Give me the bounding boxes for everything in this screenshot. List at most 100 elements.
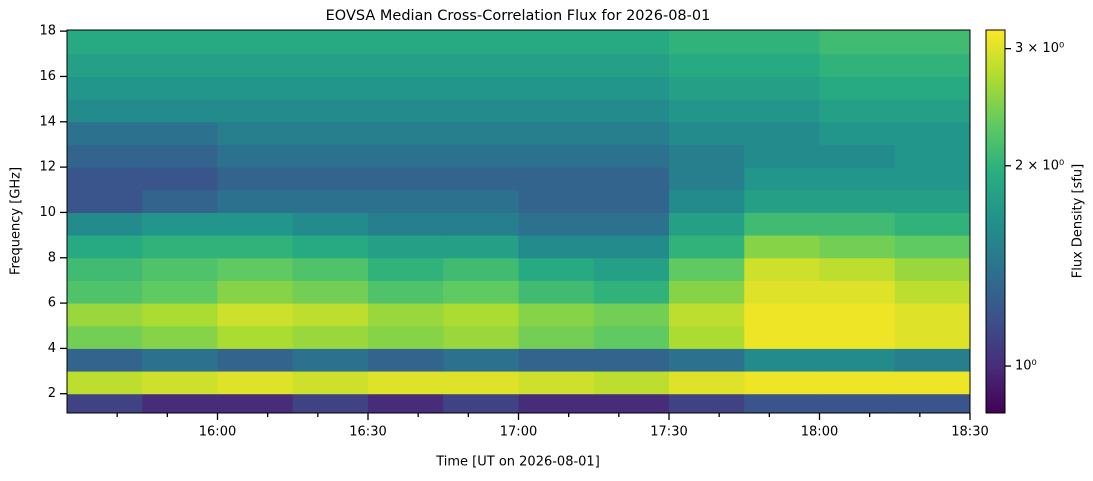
heatmap-cell (368, 167, 444, 191)
heatmap-cell (217, 30, 294, 55)
heatmap-cell (669, 76, 745, 100)
heatmap-cell (894, 144, 971, 168)
heatmap-cell (292, 53, 369, 77)
heatmap-cell (744, 76, 820, 100)
heatmap-cell (217, 235, 294, 259)
heatmap-cell (67, 257, 143, 281)
heatmap-cell (518, 30, 595, 55)
colorbar (985, 29, 1006, 414)
heatmap-cell (669, 53, 745, 77)
heatmap-cell (443, 99, 519, 123)
heatmap-cell (142, 235, 218, 259)
heatmap-cell (593, 257, 670, 281)
heatmap-cell (819, 53, 896, 77)
heatmap-cell (368, 325, 444, 349)
heatmap-cell (292, 167, 369, 191)
heatmap-cell (669, 99, 745, 123)
heatmap-cell (744, 30, 820, 55)
y-tick-label: 12 (39, 160, 56, 175)
heatmap-cell (894, 348, 971, 372)
heatmap-cell (368, 121, 444, 145)
heatmap-cell (142, 121, 218, 145)
heatmap-cell (142, 371, 218, 395)
heatmap-cell (443, 235, 519, 259)
heatmap-cell (368, 280, 444, 304)
heatmap-cell (744, 189, 820, 213)
heatmap-cell (894, 325, 971, 349)
heatmap-cell (819, 348, 896, 372)
heatmap-cell (292, 280, 369, 304)
heatmap-cell (819, 99, 896, 123)
heatmap-cell (819, 167, 896, 191)
heatmap-cell (518, 76, 595, 100)
heatmap-cell (368, 189, 444, 213)
heatmap-cell (217, 121, 294, 145)
heatmap-cell (593, 348, 670, 372)
heatmap-cell (217, 348, 294, 372)
heatmap-cell (669, 235, 745, 259)
colorbar-label: Flux Density [sfu] (1071, 164, 1086, 278)
heatmap-cell (593, 303, 670, 327)
heatmap-cell (217, 53, 294, 77)
heatmap-cell (894, 212, 971, 236)
heatmap-cell (368, 348, 444, 372)
heatmap-cell (669, 280, 745, 304)
heatmap-cell (518, 303, 595, 327)
heatmap-cell (443, 189, 519, 213)
heatmap-cell (819, 257, 896, 281)
heatmap-cell (819, 280, 896, 304)
heatmap-cell (292, 235, 369, 259)
heatmap-cell (894, 257, 971, 281)
heatmap-cell (518, 280, 595, 304)
heatmap-cell (593, 371, 670, 395)
heatmap-cell (518, 167, 595, 191)
heatmap-cell (443, 144, 519, 168)
heatmap-cell (819, 393, 896, 414)
heatmap-cell (142, 99, 218, 123)
heatmap-cell (443, 167, 519, 191)
heatmap-cell (142, 212, 218, 236)
heatmap-cell (518, 393, 595, 414)
heatmap-cell (518, 235, 595, 259)
heatmap-cell (142, 189, 218, 213)
heatmap-cell (443, 393, 519, 414)
heatmap-cell (67, 30, 143, 55)
heatmap-cell (368, 303, 444, 327)
heatmap-cell (217, 189, 294, 213)
heatmap-cell (67, 393, 143, 414)
heatmap-cell (67, 303, 143, 327)
heatmap-cell (67, 53, 143, 77)
heatmap-cell (67, 99, 143, 123)
heatmap-cell (142, 325, 218, 349)
heatmap-cell (217, 257, 294, 281)
heatmap-cell (593, 76, 670, 100)
heatmap-cell (292, 371, 369, 395)
heatmap-cell (142, 348, 218, 372)
heatmap-cell (292, 303, 369, 327)
heatmap-cell (292, 144, 369, 168)
heatmap-cell (894, 167, 971, 191)
heatmap-cell (292, 76, 369, 100)
heatmap-cell (67, 189, 143, 213)
heatmap-cell (744, 53, 820, 77)
heatmap-cell (142, 30, 218, 55)
heatmap-cell (669, 144, 745, 168)
y-tick-label: 6 (48, 296, 56, 311)
heatmap-cell (744, 121, 820, 145)
heatmap-cell (217, 76, 294, 100)
heatmap-cell (669, 189, 745, 213)
heatmap-cell (142, 393, 218, 414)
heatmap-cell (67, 371, 143, 395)
heatmap-cell (744, 212, 820, 236)
heatmap-cell (443, 30, 519, 55)
heatmap-cell (593, 53, 670, 77)
heatmap-cell (593, 280, 670, 304)
heatmap-cell (368, 30, 444, 55)
y-axis-label: Frequency [GHz] (9, 167, 24, 275)
heatmap-cell (819, 30, 896, 55)
heatmap-cell (443, 303, 519, 327)
y-tick-label: 18 (39, 24, 56, 39)
heatmap-cell (744, 144, 820, 168)
heatmap-cell (292, 348, 369, 372)
heatmap-cell (669, 30, 745, 55)
